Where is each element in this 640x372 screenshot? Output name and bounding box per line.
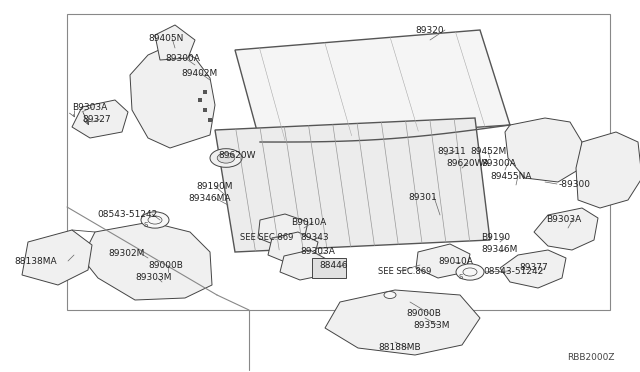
Text: 89405N: 89405N — [148, 33, 184, 42]
Polygon shape — [280, 250, 328, 280]
Text: 89300A: 89300A — [165, 54, 200, 62]
Text: 08543-51242: 08543-51242 — [97, 209, 157, 218]
Text: 89346MA: 89346MA — [188, 193, 230, 202]
Text: 88188MB: 88188MB — [378, 343, 420, 353]
Text: 89000B: 89000B — [406, 310, 441, 318]
Text: 89301: 89301 — [408, 192, 436, 202]
Text: S: S — [459, 274, 463, 280]
Polygon shape — [82, 222, 212, 300]
Bar — [208, 118, 212, 122]
Text: 89346M: 89346M — [481, 244, 517, 253]
Circle shape — [456, 264, 484, 280]
Polygon shape — [235, 30, 510, 142]
Polygon shape — [325, 290, 480, 355]
Text: SEE SEC.869: SEE SEC.869 — [378, 266, 431, 276]
Polygon shape — [258, 214, 308, 246]
Polygon shape — [416, 244, 470, 278]
Bar — [198, 98, 202, 102]
Polygon shape — [576, 132, 640, 208]
Bar — [203, 108, 207, 112]
Circle shape — [217, 153, 235, 163]
Text: 89190M: 89190M — [196, 182, 232, 190]
Polygon shape — [505, 118, 582, 182]
Polygon shape — [22, 230, 92, 285]
Circle shape — [210, 149, 242, 167]
Polygon shape — [534, 208, 598, 250]
Text: 89620WA: 89620WA — [446, 158, 489, 167]
Text: 88138MA: 88138MA — [14, 257, 56, 266]
Circle shape — [384, 292, 396, 298]
Text: 89402M: 89402M — [181, 68, 217, 77]
Bar — [203, 90, 207, 94]
Text: 89452M: 89452M — [470, 147, 506, 155]
Text: 89327: 89327 — [82, 115, 111, 124]
Polygon shape — [72, 100, 128, 138]
Polygon shape — [215, 118, 490, 252]
Polygon shape — [268, 232, 318, 264]
Text: 89303A: 89303A — [300, 247, 335, 257]
Text: B9010A: B9010A — [291, 218, 326, 227]
Text: RBB2000Z: RBB2000Z — [568, 353, 615, 362]
Text: B9303A: B9303A — [546, 215, 581, 224]
Text: 89455NA: 89455NA — [490, 171, 531, 180]
Polygon shape — [155, 25, 195, 60]
Bar — [312, 258, 346, 278]
Text: SEE SEC.869: SEE SEC.869 — [240, 232, 293, 241]
Bar — [67, 14, 610, 310]
Text: 89620W: 89620W — [218, 151, 255, 160]
Text: 89377: 89377 — [519, 263, 548, 273]
Text: 08543-51242: 08543-51242 — [483, 266, 543, 276]
Polygon shape — [500, 250, 566, 288]
Text: 89353M: 89353M — [413, 321, 449, 330]
Text: 89311: 89311 — [437, 147, 466, 155]
Text: 89010A: 89010A — [438, 257, 473, 266]
Text: B9303A: B9303A — [72, 103, 108, 112]
Polygon shape — [130, 45, 215, 148]
Text: -89300: -89300 — [559, 180, 591, 189]
Text: 88446: 88446 — [319, 260, 348, 269]
Text: 89320: 89320 — [415, 26, 444, 35]
Text: 89300A: 89300A — [481, 158, 516, 167]
Text: 89303M: 89303M — [135, 273, 172, 282]
Circle shape — [141, 212, 169, 228]
Text: 89000B: 89000B — [148, 260, 183, 269]
Text: 89302M: 89302M — [108, 248, 145, 257]
Text: 89343: 89343 — [300, 232, 328, 241]
Text: S: S — [144, 222, 148, 228]
Text: B9190: B9190 — [481, 232, 510, 241]
